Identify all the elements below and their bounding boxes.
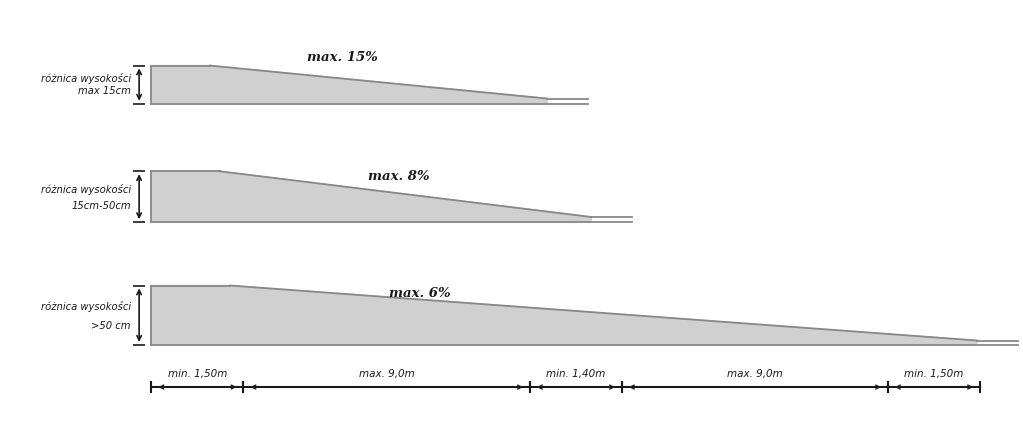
Polygon shape — [151, 171, 591, 222]
Text: max. 15%: max. 15% — [307, 51, 377, 63]
Polygon shape — [151, 66, 547, 104]
Text: max. 9,0m: max. 9,0m — [727, 368, 783, 379]
Text: min. 1,40m: min. 1,40m — [546, 368, 606, 379]
Text: max. 9,0m: max. 9,0m — [359, 368, 414, 379]
Polygon shape — [151, 286, 977, 345]
Text: min. 1,50m: min. 1,50m — [168, 368, 227, 379]
Text: różnica wysokości: różnica wysokości — [41, 184, 131, 195]
Text: max. 8%: max. 8% — [368, 170, 430, 183]
Text: różnica wysokości: różnica wysokości — [41, 301, 131, 312]
Text: max. 6%: max. 6% — [389, 288, 450, 300]
Text: >50 cm: >50 cm — [91, 321, 131, 331]
Text: 15cm-50cm: 15cm-50cm — [72, 201, 131, 211]
Text: min. 1,50m: min. 1,50m — [904, 368, 964, 379]
Text: max 15cm: max 15cm — [78, 86, 131, 96]
Text: różnica wysokości: różnica wysokości — [41, 73, 131, 85]
